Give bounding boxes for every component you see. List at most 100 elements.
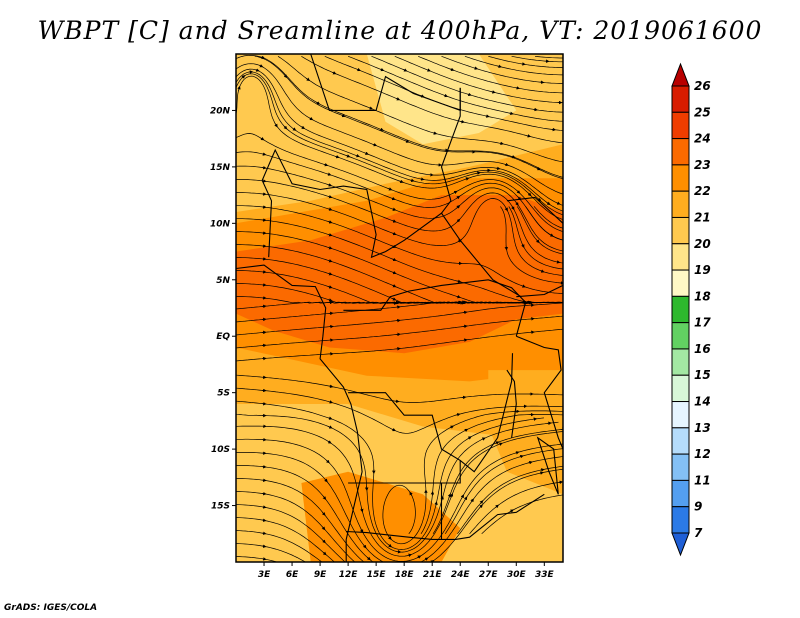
streamline-arrow [456, 300, 462, 305]
colorbar-swatch [671, 401, 690, 429]
streamline-arrow [306, 77, 311, 82]
colorbar-label: 7 [694, 526, 703, 540]
streamline-arrow [463, 496, 468, 501]
colorbar-label: 17 [694, 316, 711, 330]
streamline-arrow [417, 555, 422, 559]
streamline-arrow [392, 231, 397, 236]
streamline-arrow [262, 165, 267, 170]
map-frame [235, 53, 564, 563]
streamline-arrow [387, 187, 393, 191]
streamline-arrow [536, 167, 541, 171]
colorbar-swatch [671, 138, 690, 166]
y-tick-label: 20N [210, 106, 231, 116]
streamline-26 [236, 218, 563, 304]
streamline-arrow [366, 556, 371, 561]
streamline-arrow [424, 557, 429, 561]
streamline-41 [301, 55, 563, 144]
colorbar-label: 16 [694, 342, 711, 356]
streamline-arrow [327, 183, 333, 187]
y-tick-label: 15N [210, 163, 231, 173]
streamline-arrow [479, 500, 484, 505]
streamline-arrow [355, 154, 360, 158]
colorbar-swatch [671, 269, 690, 297]
streamline-arrow [521, 284, 526, 288]
streamline-arrow [300, 125, 306, 130]
x-tick-label: 30E [507, 570, 527, 580]
streamline-arrow [464, 428, 469, 433]
streamline-1 [236, 543, 306, 562]
border-line-6 [440, 87, 461, 214]
streamline-arrow [346, 154, 351, 158]
border-line-11 [516, 284, 563, 298]
colorbar-swatch [671, 427, 690, 455]
streamline-arrow [497, 64, 502, 68]
streamline-arrow [323, 162, 329, 167]
colorbar-bottom-arrow [671, 532, 690, 557]
streamline-arrow [536, 239, 540, 244]
streamline-50 [511, 55, 563, 63]
streamline-arrow [259, 64, 264, 68]
streamline-arrow [540, 468, 545, 472]
streamline-arrow [328, 384, 334, 388]
streamline-arrow [364, 151, 369, 155]
streamline-arrow [392, 284, 397, 288]
streamline-arrow [447, 493, 452, 499]
streamline-arrow [495, 441, 500, 445]
colorbar-label: 15 [694, 368, 711, 382]
streamline-36 [236, 68, 563, 206]
streamline-arrow [335, 154, 340, 159]
border-line-4 [348, 353, 514, 473]
streamline-arrow [368, 106, 374, 110]
streamline-arrow [499, 141, 504, 146]
streamline-arrow [360, 507, 364, 513]
colorbar-label: 11 [694, 473, 711, 487]
streamline-arrow [456, 279, 462, 283]
colorbar-label: 12 [694, 447, 711, 461]
y-tick-label: 5S [217, 389, 230, 399]
streamline-arrow [328, 272, 333, 276]
streamline-arrow [283, 74, 288, 79]
streamline-54 [432, 428, 563, 534]
streamline-9 [236, 438, 563, 562]
streamline-arrow [432, 131, 438, 135]
streamline-31 [236, 151, 563, 241]
streamline-arrow [356, 67, 361, 72]
streamline-arrow [328, 285, 333, 289]
colorbar-swatch [671, 216, 690, 245]
streamline-arrow [391, 207, 397, 211]
streamline-arrow [504, 206, 508, 212]
streamline-29 [236, 179, 563, 264]
border-line-2 [261, 148, 522, 298]
streamline-arrow [392, 297, 397, 301]
streamline-arrow [567, 195, 570, 196]
streamline-arrow [260, 136, 265, 141]
colorbar-label: 19 [694, 263, 711, 277]
streamline-arrow [473, 66, 479, 70]
streamline-arrow [539, 471, 544, 475]
streamline-55 [445, 448, 563, 534]
colorbar-label: 21 [694, 210, 711, 224]
streamline-30 [236, 165, 563, 252]
colorbar-swatch [671, 322, 690, 350]
lake-0 [536, 436, 559, 495]
streamline-arrow [322, 539, 326, 544]
x-tick-label: 9E [314, 570, 327, 580]
streamline-arrow [555, 260, 561, 264]
x-tick-label: 6E [286, 570, 299, 580]
streamline-arrow [328, 298, 333, 302]
streamline-arrow [327, 440, 332, 444]
streamline-arrow [379, 67, 385, 72]
border-line-5 [346, 493, 545, 540]
streamlines [236, 54, 570, 569]
streamline-arrow [540, 269, 545, 273]
streamline-52 [382, 410, 563, 545]
streamline-arrow [262, 531, 267, 536]
streamline-arrow [371, 567, 374, 569]
streamline-63 [533, 206, 563, 229]
streamline-7 [236, 465, 563, 562]
streamline-arrow [237, 85, 241, 91]
streamline-arrow [261, 152, 267, 156]
y-tick-label: 15S [211, 502, 230, 512]
streamline-arrow [495, 166, 501, 171]
streamline-arrow [527, 192, 532, 197]
